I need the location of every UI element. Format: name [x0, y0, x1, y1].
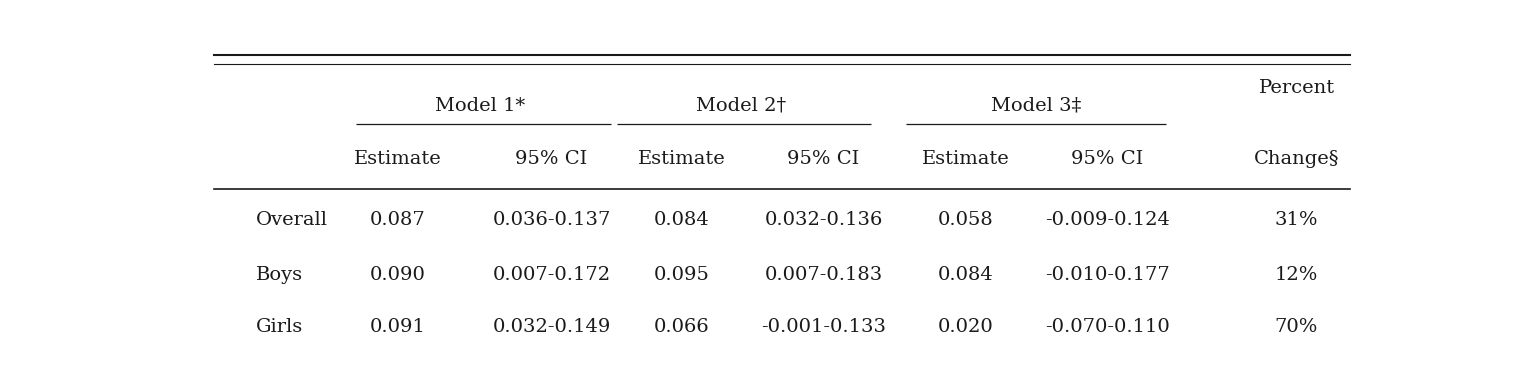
Text: 95% CI: 95% CI	[516, 150, 588, 168]
Text: Model 2†: Model 2†	[696, 97, 786, 115]
Text: 0.020: 0.020	[937, 318, 993, 336]
Text: 12%: 12%	[1274, 266, 1318, 284]
Text: Model 3‡: Model 3‡	[992, 97, 1082, 115]
Text: 95% CI: 95% CI	[1071, 150, 1143, 168]
Text: -0.009-0.124: -0.009-0.124	[1045, 211, 1170, 229]
Text: -0.001-0.133: -0.001-0.133	[761, 318, 887, 336]
Text: 0.066: 0.066	[653, 318, 710, 336]
Text: 0.087: 0.087	[369, 211, 426, 229]
Text: -0.010-0.177: -0.010-0.177	[1045, 266, 1169, 284]
Text: 0.091: 0.091	[369, 318, 426, 336]
Text: Boys: Boys	[256, 266, 304, 284]
Text: 0.084: 0.084	[653, 211, 710, 229]
Text: Girls: Girls	[256, 318, 304, 336]
Text: 0.058: 0.058	[937, 211, 993, 229]
Text: 0.007-0.183: 0.007-0.183	[765, 266, 882, 284]
Text: 0.095: 0.095	[653, 266, 710, 284]
Text: 0.036-0.137: 0.036-0.137	[493, 211, 610, 229]
Text: 0.084: 0.084	[937, 266, 993, 284]
Text: 0.032-0.136: 0.032-0.136	[765, 211, 882, 229]
Text: Percent: Percent	[1259, 79, 1335, 97]
Text: 0.032-0.149: 0.032-0.149	[493, 318, 610, 336]
Text: Estimate: Estimate	[354, 150, 441, 168]
Text: Change§: Change§	[1254, 150, 1340, 168]
Text: -0.070-0.110: -0.070-0.110	[1045, 318, 1169, 336]
Text: Model 1*: Model 1*	[435, 97, 525, 115]
Text: 0.007-0.172: 0.007-0.172	[493, 266, 610, 284]
Text: 31%: 31%	[1274, 211, 1318, 229]
Text: 70%: 70%	[1274, 318, 1318, 336]
Text: Estimate: Estimate	[638, 150, 725, 168]
Text: 0.090: 0.090	[369, 266, 426, 284]
Text: Estimate: Estimate	[922, 150, 1009, 168]
Text: 95% CI: 95% CI	[787, 150, 859, 168]
Text: Overall: Overall	[256, 211, 328, 229]
